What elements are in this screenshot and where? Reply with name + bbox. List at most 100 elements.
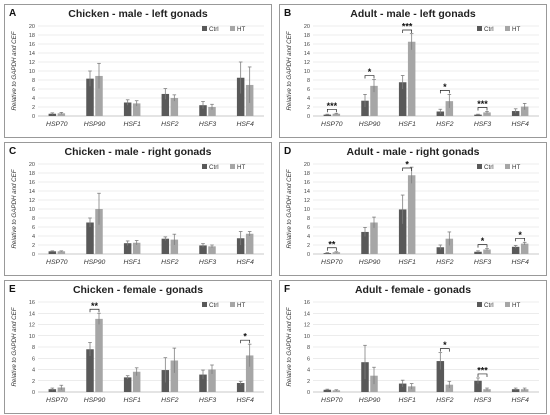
bar-ht [245, 233, 254, 254]
y-tick-label: 6 [307, 356, 310, 362]
legend-label-ht: HT [237, 302, 245, 309]
y-tick-label: 12 [29, 198, 35, 204]
y-tick-label: 6 [32, 225, 35, 231]
chart-svg: E Chicken - female - gonads 0 2 4 6 8 10 12 14 16 R… [4, 280, 272, 414]
category-label: HSF4 [511, 397, 529, 404]
category-label: HSP90 [84, 397, 106, 404]
y-tick-label: 14 [29, 311, 35, 317]
bar-ht [170, 360, 179, 392]
significance-label: * [443, 82, 447, 92]
significance-bracket [515, 237, 526, 242]
bar-ht [483, 389, 491, 392]
bar-ctrl [436, 247, 445, 254]
category-label: HSP90 [359, 121, 381, 128]
chart-title: Chicken - male - left gonads [68, 8, 208, 20]
y-tick-label: 20 [304, 162, 310, 168]
significance-bracket [326, 247, 337, 251]
y-tick-label: 2 [307, 379, 310, 385]
y-tick-label: 8 [32, 78, 35, 84]
bar-ht [170, 239, 179, 254]
category-label: HSF1 [398, 259, 416, 266]
bar-ht [170, 98, 179, 116]
y-axis-label: Relative to GAPDH and CEF [286, 30, 293, 110]
legend-swatch-ht [505, 164, 510, 169]
bar-ctrl [323, 114, 332, 116]
panel-letter: E [9, 284, 16, 295]
bar-ctrl [48, 113, 57, 116]
category-label: HSF2 [161, 397, 179, 404]
bar-ctrl [161, 238, 170, 254]
y-tick-label: 12 [29, 60, 35, 66]
panel-letter: F [284, 284, 290, 295]
y-tick-label: 10 [29, 207, 35, 213]
bar-ht [370, 85, 378, 116]
legend-label-ctrl: Ctrl [209, 164, 219, 171]
chart-title: Adult - male - right gonads [347, 146, 480, 158]
chart-svg: B Adult - male - left gonads 0 2 4 6 8 10 12 14 16… [279, 4, 547, 138]
bar-ctrl [474, 114, 482, 116]
category-label: HSF3 [199, 259, 217, 266]
significance-label: *** [402, 22, 413, 32]
category-label: HSF2 [161, 121, 179, 128]
y-axis-label: Relative to GAPDH and CEF [286, 306, 293, 386]
category-label: HSF2 [161, 259, 179, 266]
significance-bracket [240, 339, 251, 344]
y-tick-label: 16 [29, 180, 35, 186]
bar-ht [57, 251, 66, 254]
category-label: HSF4 [236, 259, 254, 266]
legend-label-ctrl: Ctrl [209, 302, 219, 309]
chart-svg: F Adult - female - gonads 0 2 4 6 8 10 12 14 16 Rel… [279, 280, 547, 414]
chart-svg: A Chicken - male - left gonads 0 2 4 6 8 10 12 14… [4, 4, 272, 138]
y-tick-label: 4 [307, 368, 310, 374]
significance-bracket [439, 348, 450, 352]
legend-label-ht: HT [512, 26, 520, 33]
category-label: HSF1 [398, 121, 416, 128]
category-label: HSF4 [511, 259, 529, 266]
bar-ctrl [123, 243, 132, 254]
bar-ht [95, 318, 103, 392]
y-tick-label: 0 [32, 114, 35, 120]
significance-bracket [364, 75, 375, 79]
significance-bracket [89, 308, 100, 313]
legend-label-ht: HT [512, 302, 520, 309]
y-axis-label: Relative to GAPDH and CEF [11, 168, 18, 248]
bar-ctrl [199, 105, 207, 116]
category-label: HSP70 [46, 259, 68, 266]
bar-ht [332, 390, 341, 392]
panel-f: F Adult - female - gonads 0 2 4 6 8 10 12 14 16 Rel… [279, 280, 547, 414]
y-tick-label: 18 [29, 33, 35, 39]
legend-swatch-ht [230, 26, 235, 31]
category-label: HSF2 [436, 121, 454, 128]
category-label: HSF1 [123, 397, 141, 404]
y-tick-label: 14 [29, 51, 35, 57]
bar-ht [208, 369, 216, 392]
bar-ht [445, 384, 454, 392]
bar-ht [132, 242, 141, 254]
y-tick-label: 14 [304, 51, 310, 57]
bar-ht [332, 113, 341, 116]
bar-ctrl [161, 93, 170, 116]
y-tick-label: 2 [32, 243, 35, 249]
bar-ctrl [199, 374, 207, 392]
significance-label: *** [327, 101, 338, 111]
bar-ctrl [511, 389, 520, 392]
panel-b: B Adult - male - left gonads 0 2 4 6 8 10 12 14 16… [279, 4, 547, 138]
y-tick-label: 10 [304, 334, 310, 340]
bar-ctrl [236, 77, 245, 116]
bar-ht [370, 222, 378, 254]
y-tick-label: 4 [307, 96, 310, 102]
significance-bracket [477, 373, 488, 377]
y-axis-label: Relative to GAPDH and CEF [11, 30, 18, 110]
bar-ctrl [511, 246, 520, 254]
bar-ctrl [474, 380, 482, 392]
bar-ctrl [511, 111, 520, 116]
y-tick-label: 14 [304, 311, 310, 317]
panel-d: D Adult - male - right gonads 0 2 4 6 8 10 12 14 1… [279, 142, 547, 276]
bar-ctrl [474, 251, 482, 254]
legend-swatch-ht [230, 164, 235, 169]
y-tick-label: 8 [307, 78, 310, 84]
bar-ctrl [86, 78, 94, 116]
y-tick-label: 10 [29, 69, 35, 75]
y-tick-label: 12 [304, 60, 310, 66]
